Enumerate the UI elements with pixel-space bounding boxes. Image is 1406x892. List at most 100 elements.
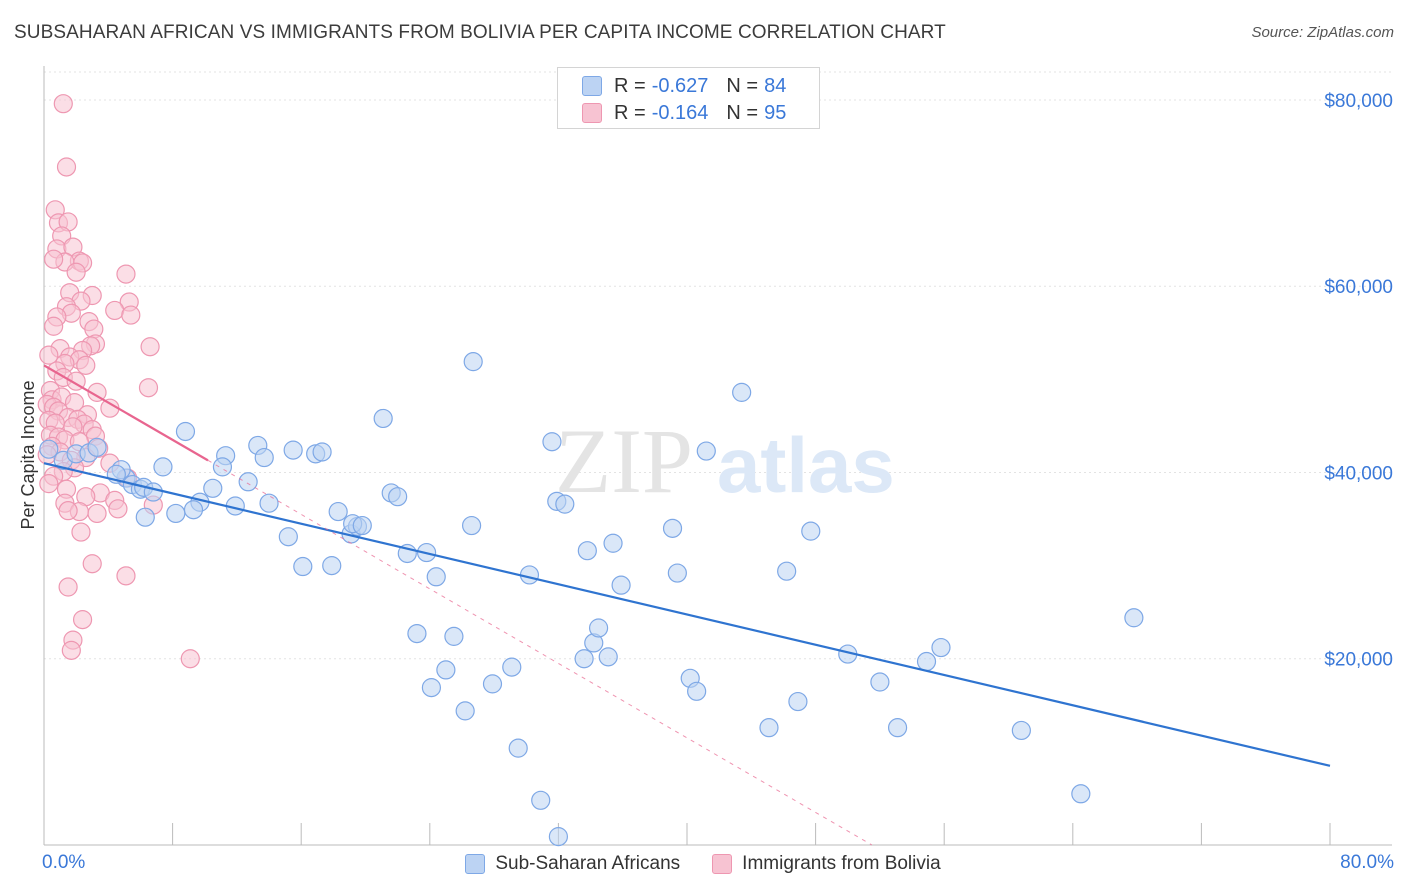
data-point	[916, 651, 937, 672]
data-point	[588, 618, 609, 638]
watermark-zip: ZIP	[555, 410, 693, 512]
data-point	[39, 345, 59, 365]
data-point	[1071, 784, 1091, 804]
data-point	[508, 738, 528, 758]
n-label: N =	[726, 101, 759, 124]
data-point	[39, 439, 59, 459]
data-point	[388, 487, 408, 507]
data-point	[696, 441, 716, 461]
data-point	[1011, 720, 1031, 741]
data-point	[662, 518, 683, 538]
data-point	[887, 718, 908, 738]
y-tick-label: $80,000	[1324, 91, 1393, 112]
x-axis-max-label: 80.0%	[1340, 852, 1394, 873]
blue-swatch	[582, 76, 602, 96]
data-point	[611, 575, 631, 595]
data-point	[482, 674, 503, 694]
data-point	[259, 493, 279, 513]
stats-legend: R = -0.627 N = 84 R = -0.164 N = 95	[557, 67, 820, 129]
data-point	[407, 623, 427, 644]
data-point	[66, 262, 86, 282]
data-point	[140, 337, 160, 357]
data-point	[1124, 608, 1144, 628]
legend-item-subsaharan[interactable]: Sub-Saharan Africans	[465, 853, 680, 875]
y-axis-label: Per Capita Income	[18, 380, 38, 529]
data-point	[58, 501, 78, 521]
watermark: ZIP atlas	[555, 410, 895, 512]
pink-swatch	[582, 103, 602, 123]
data-point	[71, 522, 91, 542]
data-point	[801, 521, 821, 541]
y-tick-labels: $20,000 $40,000 $60,000 $80,000	[1324, 91, 1393, 671]
data-point	[175, 421, 196, 442]
legend-item-bolivia[interactable]: Immigrants from Bolivia	[712, 853, 941, 875]
data-point	[108, 499, 128, 519]
n-value: 84	[764, 74, 787, 97]
series-legend: Sub-Saharan Africans Immigrants from Bol…	[0, 851, 1406, 877]
data-point	[931, 637, 951, 658]
data-point	[121, 305, 141, 325]
stats-legend-row-1: R = -0.627 N = 84	[582, 73, 786, 99]
data-point	[72, 610, 93, 630]
source-label: Source: ZipAtlas.com	[1251, 24, 1394, 41]
data-point	[180, 649, 200, 669]
watermark-atlas: atlas	[717, 421, 895, 509]
y-axis-label-group: Per Capita Income	[18, 380, 38, 529]
data-point	[203, 478, 223, 498]
trend-line-bolivia	[43, 364, 209, 462]
data-point	[548, 827, 569, 847]
data-point	[777, 561, 797, 581]
data-point	[732, 382, 752, 402]
data-point	[574, 649, 594, 669]
pink-swatch	[712, 854, 733, 874]
data-point	[87, 437, 107, 457]
data-point	[39, 474, 59, 494]
data-point	[870, 672, 890, 692]
trend-line-extension	[207, 459, 873, 846]
data-point	[116, 264, 136, 284]
n-label: N =	[726, 74, 759, 97]
data-point	[212, 457, 233, 477]
data-point	[687, 681, 707, 701]
data-point	[542, 432, 562, 452]
data-point	[293, 556, 313, 577]
data-point	[135, 507, 155, 527]
r-label: R =	[614, 74, 646, 97]
data-point	[463, 352, 483, 372]
r-label: R =	[614, 101, 646, 124]
legend-label: Sub-Saharan Africans	[495, 853, 681, 874]
data-point	[58, 577, 78, 597]
data-point	[138, 378, 159, 398]
data-point	[82, 554, 102, 574]
data-point	[254, 447, 274, 468]
trend-lines	[43, 364, 1331, 846]
x-axis-min-label: 0.0%	[42, 852, 86, 873]
chart-title: SUBSAHARAN AFRICAN VS IMMIGRANTS FROM BO…	[14, 22, 946, 43]
data-point	[421, 678, 442, 698]
data-point	[87, 382, 107, 402]
stats-legend-row-2: R = -0.164 N = 95	[582, 100, 786, 126]
y-tick-label: $60,000	[1324, 277, 1393, 298]
r-value: -0.164	[651, 101, 709, 124]
data-point	[61, 640, 81, 660]
data-point	[461, 515, 482, 536]
data-point	[238, 472, 258, 492]
y-tick-label: $40,000	[1324, 463, 1393, 484]
data-point	[312, 442, 332, 462]
r-value: -0.627	[651, 74, 709, 97]
data-point	[53, 94, 73, 114]
data-point	[373, 408, 393, 429]
data-point	[426, 567, 446, 587]
series-bolivia	[37, 94, 200, 669]
data-point	[166, 503, 186, 524]
data-point	[76, 355, 96, 375]
data-point	[667, 563, 687, 583]
data-point	[44, 249, 64, 269]
blue-swatch	[465, 854, 486, 874]
data-point	[455, 701, 475, 721]
data-point	[788, 691, 808, 712]
data-point	[87, 503, 107, 524]
data-point	[328, 501, 348, 522]
y-tick-label: $20,000	[1324, 650, 1393, 671]
